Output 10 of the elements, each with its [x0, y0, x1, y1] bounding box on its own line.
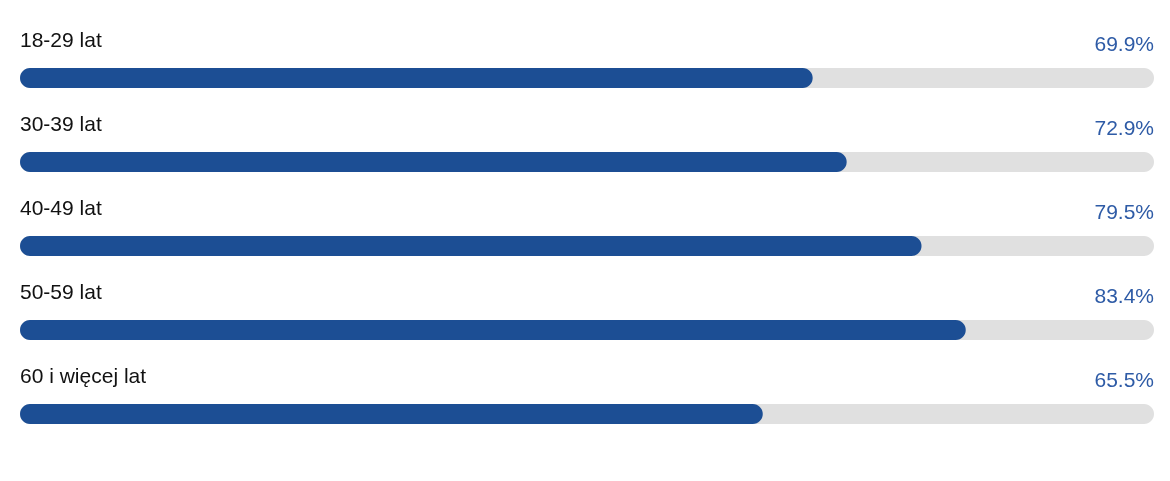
data-label: 83.4% — [1094, 284, 1154, 307]
y-tick-label: 30-39 lat — [20, 112, 102, 135]
y-tick-label: 18-29 lat — [20, 28, 102, 51]
y-tick-label: 40-49 lat — [20, 196, 102, 219]
y-tick-label: 50-59 lat — [20, 280, 102, 303]
data-label: 65.5% — [1094, 368, 1154, 391]
y-tick-label: 60 i więcej lat — [20, 364, 147, 387]
data-label: 72.9% — [1094, 116, 1154, 139]
data-label: 79.5% — [1094, 200, 1154, 223]
data-label: 69.9% — [1094, 32, 1154, 55]
